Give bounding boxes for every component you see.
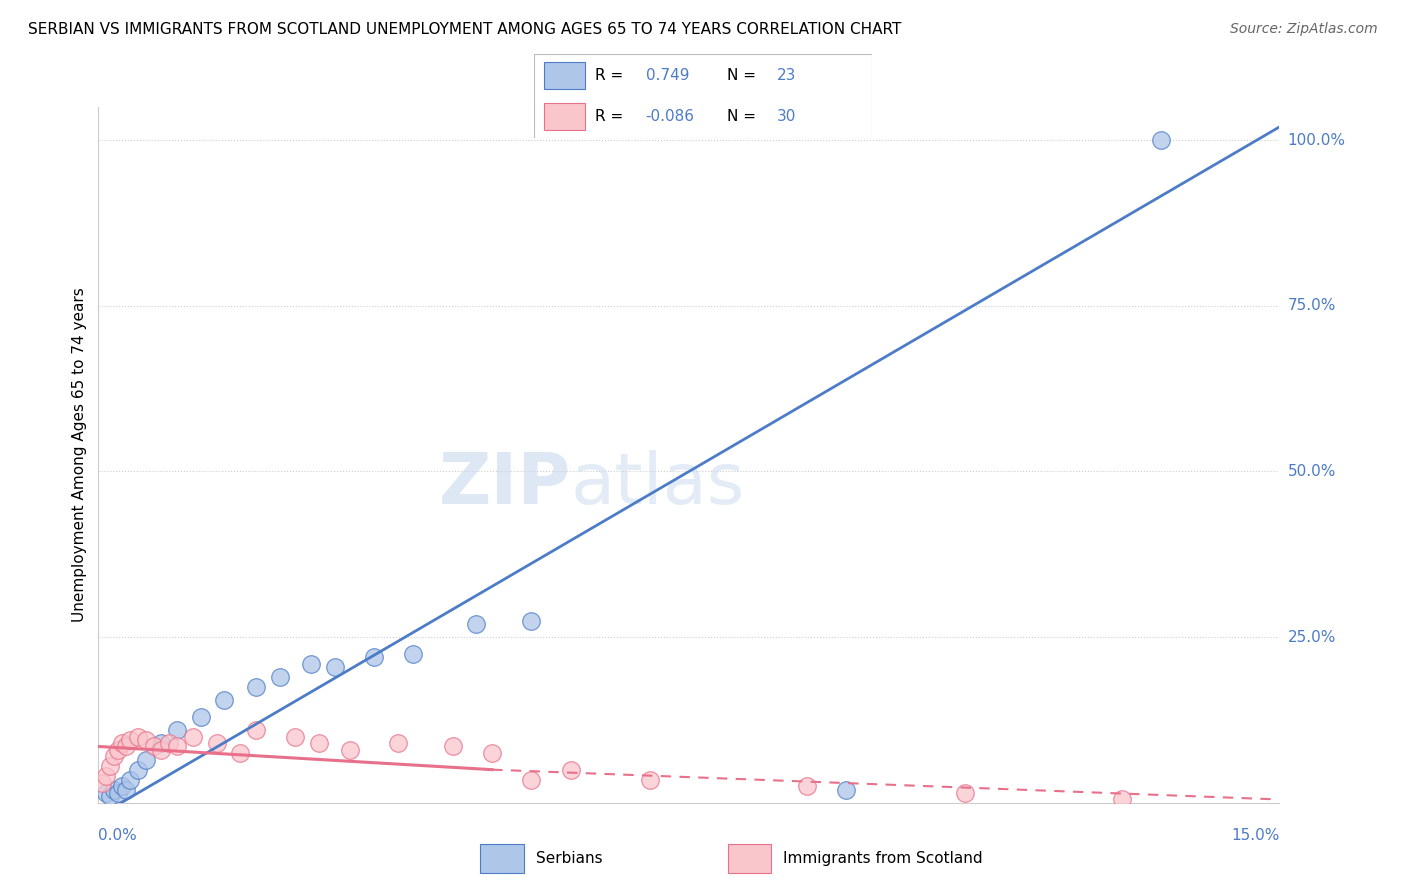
Text: 0.0%: 0.0% — [98, 828, 138, 843]
Bar — [481, 844, 523, 873]
Point — [835, 782, 858, 797]
Point — [181, 730, 204, 744]
Y-axis label: Unemployment Among Ages 65 to 74 years: Unemployment Among Ages 65 to 74 years — [72, 287, 87, 623]
Point — [115, 739, 138, 754]
Text: atlas: atlas — [571, 450, 745, 519]
Point — [465, 616, 488, 631]
Point — [150, 736, 173, 750]
Text: 15.0%: 15.0% — [1232, 828, 1279, 843]
Point — [481, 746, 503, 760]
Text: Serbians: Serbians — [536, 851, 603, 866]
Point — [157, 736, 180, 750]
Point — [1111, 792, 1133, 806]
Point — [638, 772, 661, 787]
Point — [91, 776, 114, 790]
Point — [520, 772, 543, 787]
Point — [402, 647, 425, 661]
Point — [299, 657, 322, 671]
Text: 0.749: 0.749 — [645, 68, 689, 83]
Text: 30: 30 — [778, 109, 797, 124]
Text: 50.0%: 50.0% — [1288, 464, 1336, 479]
Point — [96, 786, 118, 800]
Text: 25.0%: 25.0% — [1288, 630, 1336, 645]
Point — [953, 786, 976, 800]
Text: 100.0%: 100.0% — [1288, 133, 1346, 148]
Point — [111, 779, 134, 793]
Point — [118, 732, 141, 747]
Text: Immigrants from Scotland: Immigrants from Scotland — [783, 851, 983, 866]
Point — [520, 614, 543, 628]
Point — [323, 660, 346, 674]
Point — [115, 782, 138, 797]
Text: ZIP: ZIP — [439, 450, 571, 519]
Bar — [544, 62, 585, 89]
Point — [142, 739, 165, 754]
Point — [214, 693, 236, 707]
Point — [166, 723, 188, 737]
Point — [98, 789, 121, 804]
Point — [387, 736, 409, 750]
Text: R =: R = — [595, 109, 623, 124]
Text: R =: R = — [595, 68, 623, 83]
Text: N =: N = — [727, 68, 755, 83]
Text: 75.0%: 75.0% — [1288, 298, 1336, 313]
Text: N =: N = — [727, 109, 755, 124]
Point — [111, 736, 134, 750]
Point — [796, 779, 818, 793]
Text: -0.086: -0.086 — [645, 109, 695, 124]
Text: SERBIAN VS IMMIGRANTS FROM SCOTLAND UNEMPLOYMENT AMONG AGES 65 TO 74 YEARS CORRE: SERBIAN VS IMMIGRANTS FROM SCOTLAND UNEM… — [28, 22, 901, 37]
Point — [1150, 133, 1173, 147]
Point — [103, 749, 125, 764]
Point — [150, 743, 173, 757]
Bar — [728, 844, 770, 873]
Point — [127, 730, 149, 744]
Point — [269, 670, 291, 684]
Point — [96, 769, 118, 783]
Point — [118, 772, 141, 787]
Point — [308, 736, 330, 750]
Point — [103, 782, 125, 797]
Point — [339, 743, 361, 757]
Text: 23: 23 — [778, 68, 797, 83]
Point — [107, 743, 129, 757]
Point — [245, 723, 267, 737]
Bar — [544, 103, 585, 130]
Text: Source: ZipAtlas.com: Source: ZipAtlas.com — [1230, 22, 1378, 37]
Point — [127, 763, 149, 777]
Point — [166, 739, 188, 754]
Point — [205, 736, 228, 750]
FancyBboxPatch shape — [534, 54, 872, 138]
Point — [107, 786, 129, 800]
Point — [135, 732, 157, 747]
Point — [190, 709, 212, 723]
Point — [284, 730, 307, 744]
Point — [363, 650, 385, 665]
Point — [98, 759, 121, 773]
Point — [245, 680, 267, 694]
Point — [441, 739, 464, 754]
Point — [135, 753, 157, 767]
Point — [229, 746, 252, 760]
Point — [560, 763, 582, 777]
